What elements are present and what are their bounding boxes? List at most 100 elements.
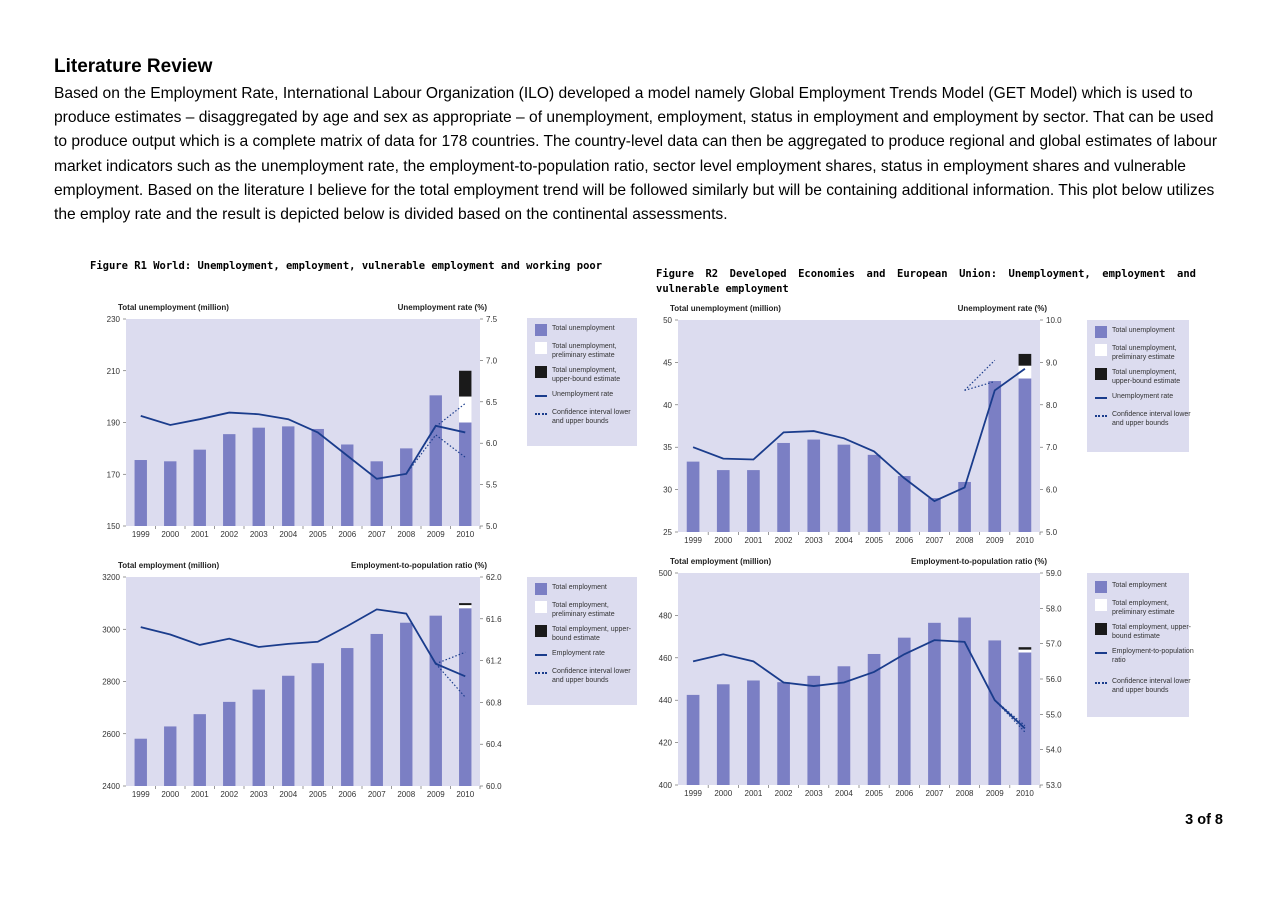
legend-label: Employment-to-population ratio [1112,648,1194,664]
legend-swatch [1095,599,1107,611]
left-tick-label: 210 [107,367,121,376]
body-paragraph: Based on the Employment Rate, Internatio… [54,85,1218,224]
data-bar [747,680,760,785]
legend-label: Total employment, upper-bound estimate [552,626,631,642]
left-axis-title: Total unemployment (million) [118,303,229,312]
right-tick-label: 60.4 [486,740,502,749]
right-tick-label: 6.0 [486,439,498,448]
legend-swatch [535,413,547,415]
x-tick-label: 2008 [397,790,415,799]
left-tick-label: 25 [663,528,672,537]
left-tick-label: 40 [663,401,672,410]
figure-r2-title: Figure R2 Developed Economies and Europe… [656,268,1196,295]
figure-r2-unemployment-chart: Total unemployment (million) Unemployment… [663,304,1062,545]
right-tick-label: 7.5 [486,315,498,324]
x-tick-label: 2004 [279,530,297,539]
data-bar [429,395,442,526]
x-tick-label: 2000 [161,530,179,539]
data-bar [193,449,206,526]
x-tick-label: 2000 [161,790,179,799]
legend-swatch [1095,623,1107,635]
legend-swatch [535,342,547,354]
preliminary-estimate-bar [1018,649,1032,653]
x-tick-label: 2007 [926,789,944,798]
x-tick-label: 2009 [427,530,445,539]
data-bar [777,442,790,532]
legend-label: Total employment, preliminary estimate [552,602,615,618]
right-tick-label: 62.0 [486,573,502,582]
x-tick-label: 2007 [926,536,944,545]
legend-swatch [535,324,547,336]
data-bar [370,461,383,526]
data-bar [282,426,295,526]
figure-r1-employment-chart: Total employment (million) Employment-to-… [102,561,502,799]
data-bar [341,444,354,526]
upper-bound-bar [1018,353,1032,366]
section-heading: Literature Review [54,56,213,77]
right-axis-title: Employment-to-population ratio (%) [351,561,487,570]
left-tick-label: 230 [107,315,121,324]
right-tick-label: 60.8 [486,698,502,707]
left-tick-label: 420 [659,739,673,748]
x-tick-label: 2002 [775,789,793,798]
data-bar [988,640,1002,785]
legend-swatch [1095,326,1107,338]
right-tick-label: 53.0 [1046,781,1062,790]
x-tick-label: 2007 [368,530,386,539]
data-bar [459,608,472,786]
legend-label: Total unemployment [552,325,615,332]
x-tick-label: 2010 [1016,789,1034,798]
x-tick-label: 2007 [368,790,386,799]
figure-r1-employment-legend: Total employment Total employment, prelim… [527,577,637,705]
x-tick-label: 2009 [986,536,1004,545]
figure-r1-unemployment-legend: Total unemployment Total unemployment, pr… [527,318,637,446]
data-bar [429,615,442,786]
right-tick-label: 58.0 [1046,604,1062,613]
left-tick-label: 3000 [102,625,120,634]
left-axis-title: Total employment (million) [670,557,772,566]
legend-swatch [535,672,547,674]
right-tick-label: 60.0 [486,782,502,791]
legend-swatch [1095,415,1107,417]
legend-label: Employment rate [552,650,605,657]
x-tick-label: 2006 [895,536,913,545]
x-tick-label: 2002 [775,536,793,545]
x-tick-label: 2010 [456,530,474,539]
rate-line [692,368,1026,503]
confidence-upper-line [964,359,996,391]
legend-label: Unemployment rate [1112,393,1174,400]
upper-bound-bar [459,603,472,606]
figure-r1-title: Figure R1 World: Unemployment, employmen… [90,260,603,272]
data-bar [686,461,700,532]
data-bar [134,460,147,526]
data-bar [311,428,324,526]
right-tick-label: 7.0 [1046,443,1058,452]
data-bar [400,448,413,526]
figure-r2-employment-chart: Total employment (million) Employment-to-… [659,557,1062,798]
legend-swatch [535,583,547,595]
right-axis-title: Unemployment rate (%) [958,304,1048,313]
x-tick-label: 2010 [1016,536,1034,545]
data-bar [897,476,911,532]
data-bar [134,738,147,786]
left-tick-label: 170 [107,470,121,479]
right-tick-label: 5.0 [1046,528,1058,537]
plot-area [678,573,1040,785]
data-bar [400,622,413,786]
right-tick-label: 59.0 [1046,569,1062,578]
legend-label: Total unemployment, preliminary estimate [552,343,617,359]
data-bar [807,439,821,532]
rate-line [692,639,1026,730]
data-bar [988,381,1002,532]
x-tick-label: 2005 [865,789,883,798]
x-tick-label: 2005 [309,530,327,539]
rate-line [140,411,466,480]
data-bar [459,422,472,526]
right-tick-label: 57.0 [1046,640,1062,649]
preliminary-estimate-bar [1018,365,1032,379]
figure-r1-unemployment-chart: Total unemployment (million) Unemployment… [107,303,498,539]
upper-bound-bar [1018,647,1032,650]
legend-swatch [1095,397,1107,399]
legend-swatch [1095,682,1107,684]
right-tick-label: 5.5 [486,481,498,490]
